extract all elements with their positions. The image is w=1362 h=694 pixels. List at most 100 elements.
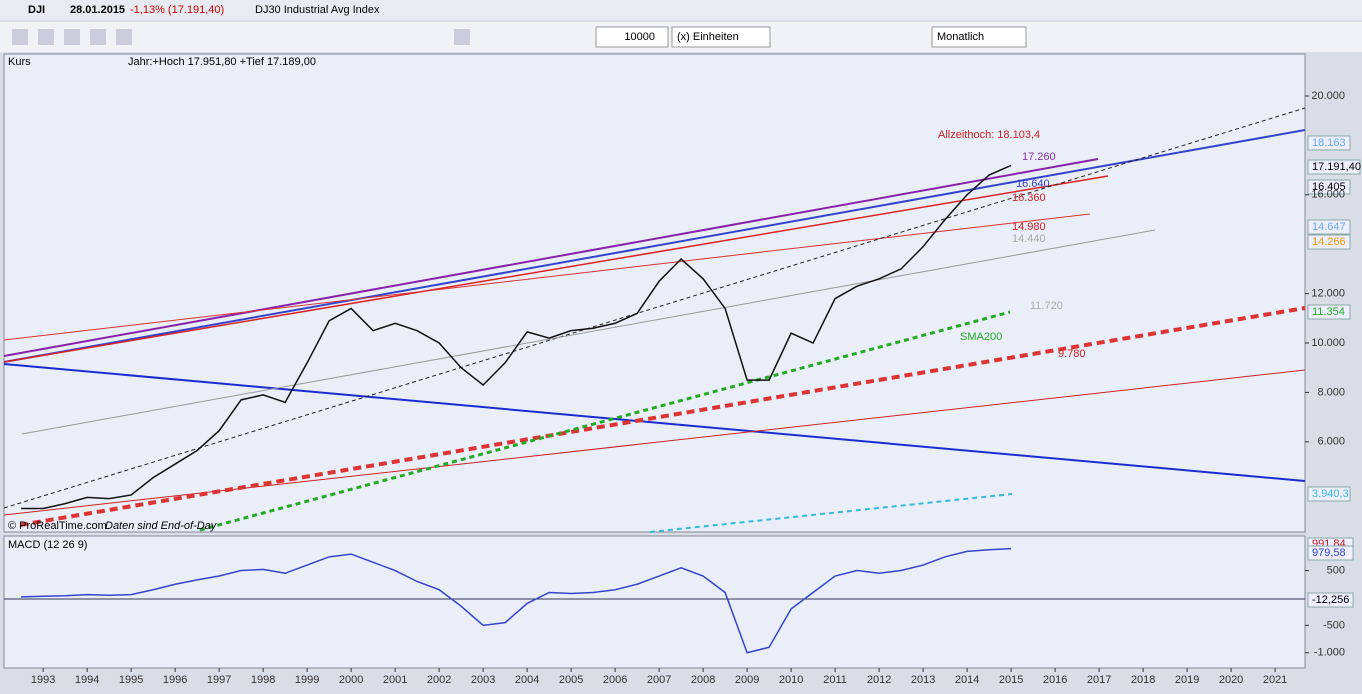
x-tick-label: 2009 <box>735 674 759 686</box>
trend-line <box>3 213 1091 341</box>
trend-line <box>3 158 1099 357</box>
x-tick-label: 2001 <box>383 674 407 686</box>
tool-icons <box>12 29 470 45</box>
trend-line <box>3 107 1306 509</box>
x-tick-label: 2004 <box>515 674 539 686</box>
x-tick-label: 1998 <box>251 674 275 686</box>
trend-line <box>3 129 1306 363</box>
x-tick-label: 2021 <box>1263 674 1287 686</box>
x-tick-label: 2007 <box>647 674 671 686</box>
x-tick-label: 2005 <box>559 674 583 686</box>
x-tick-label: 1995 <box>119 674 143 686</box>
period: Monatlich <box>937 31 984 43</box>
x-tick-label: 1996 <box>163 674 187 686</box>
panel-info: Jahr:+Hoch 17.951,80 +Tief 17.189,00 <box>128 56 316 68</box>
price-box <box>1307 304 1351 320</box>
date: 28.01.2015 <box>70 4 125 16</box>
macd-label: MACD (12 26 9) <box>8 539 87 551</box>
trend-line <box>3 175 1109 363</box>
symbol: DJI <box>28 4 45 16</box>
y-tick-label: 12.000 <box>1311 288 1345 300</box>
trend-line <box>19 306 1306 527</box>
x-tick-label: 2020 <box>1219 674 1243 686</box>
units-input[interactable] <box>595 26 669 48</box>
copyright: © ProRealTime.com <box>8 520 107 532</box>
x-tick-label: 2006 <box>603 674 627 686</box>
x-tick-label: 1999 <box>295 674 319 686</box>
panel-label: Kurs <box>8 56 31 68</box>
x-tick-label: 2003 <box>471 674 495 686</box>
macd-box <box>1307 592 1354 608</box>
y-tick-label: 10.000 <box>1311 337 1345 349</box>
x-tick-label: 1997 <box>207 674 231 686</box>
macd-box <box>1307 545 1354 561</box>
price-box-label: 14.266 <box>1312 236 1346 248</box>
price-box-label: 18.163 <box>1312 137 1346 149</box>
annotation: Allzeithoch: 18.103,4 <box>938 129 1040 141</box>
y-tick-label: 6.000 <box>1317 436 1345 448</box>
title-bar <box>0 0 1362 20</box>
annotation: 14.440 <box>1012 233 1046 245</box>
series-line <box>21 547 1012 654</box>
price-box <box>1307 219 1351 235</box>
price-box <box>1307 179 1351 195</box>
x-tick-label: 2002 <box>427 674 451 686</box>
tool[interactable] <box>64 29 80 45</box>
x-tick-label: 2016 <box>1043 674 1067 686</box>
change: -1,13% (17.191,40) <box>130 4 224 16</box>
x-tick-label: 2019 <box>1175 674 1199 686</box>
price-box <box>1307 159 1361 175</box>
tool[interactable] <box>38 29 54 45</box>
price-box-label: 3.940,3 <box>1312 488 1349 500</box>
trend-line <box>3 363 1306 482</box>
price-panel <box>3 53 1306 533</box>
sma-line <box>199 310 1011 532</box>
price-boxes: 18.163 17.191,40 16.405 14.647 14.266 11… <box>1307 135 1361 608</box>
sma-line <box>649 493 1013 533</box>
annotation: 16.640 <box>1016 178 1050 190</box>
annotation: SMA200 <box>960 331 1002 343</box>
macd-box-label: -12,256 <box>1312 594 1349 606</box>
x-tick-label: 2010 <box>779 674 803 686</box>
tool[interactable] <box>12 29 28 45</box>
y-tick-label: -500 <box>1323 619 1345 631</box>
price-box-label: 11.354 <box>1312 306 1345 318</box>
annotation: 9.780 <box>1058 348 1086 360</box>
price-box <box>1307 486 1351 502</box>
units: 10000 <box>624 31 655 43</box>
tool[interactable] <box>454 29 470 45</box>
price-box-label: 14.647 <box>1312 221 1346 233</box>
x-tick-label: 2008 <box>691 674 715 686</box>
period-select[interactable] <box>931 26 1027 48</box>
y-tick-label: 20.000 <box>1311 90 1345 102</box>
x-tick-label: 2014 <box>955 674 979 686</box>
trend-line <box>21 229 1156 435</box>
y-tick-label: 16.000 <box>1311 189 1345 201</box>
y-tick-label: 8.000 <box>1317 386 1345 398</box>
y-tick-label: 500 <box>1327 564 1345 576</box>
tool[interactable] <box>90 29 106 45</box>
macd-panel <box>3 535 1306 669</box>
annotation: 16.360 <box>1012 192 1046 204</box>
x-tick-label: 2013 <box>911 674 935 686</box>
tool[interactable] <box>116 29 132 45</box>
note: Daten sind End-of-Day <box>105 520 218 532</box>
price-box <box>1307 234 1351 250</box>
annotation: 14.980 <box>1012 221 1046 233</box>
price-box-label: 16.405 <box>1312 181 1346 193</box>
trend-lines <box>3 107 1306 600</box>
annotation: 17.260 <box>1022 151 1056 163</box>
macd-box-label: 979,58 <box>1312 547 1346 559</box>
x-tick-label: 2015 <box>999 674 1023 686</box>
x-tick-label: 2017 <box>1087 674 1111 686</box>
instrument-name: DJ30 Industrial Avg Index <box>255 4 380 16</box>
x-tick-label: 2000 <box>339 674 363 686</box>
series-line <box>21 164 1012 510</box>
x-tick-label: 2018 <box>1131 674 1155 686</box>
unit-select[interactable] <box>671 26 771 48</box>
x-tick-label: 1993 <box>31 674 55 686</box>
trend-line <box>3 369 1306 516</box>
x-tick-label: 1994 <box>75 674 99 686</box>
y-tick-label: -1.000 <box>1314 647 1345 659</box>
